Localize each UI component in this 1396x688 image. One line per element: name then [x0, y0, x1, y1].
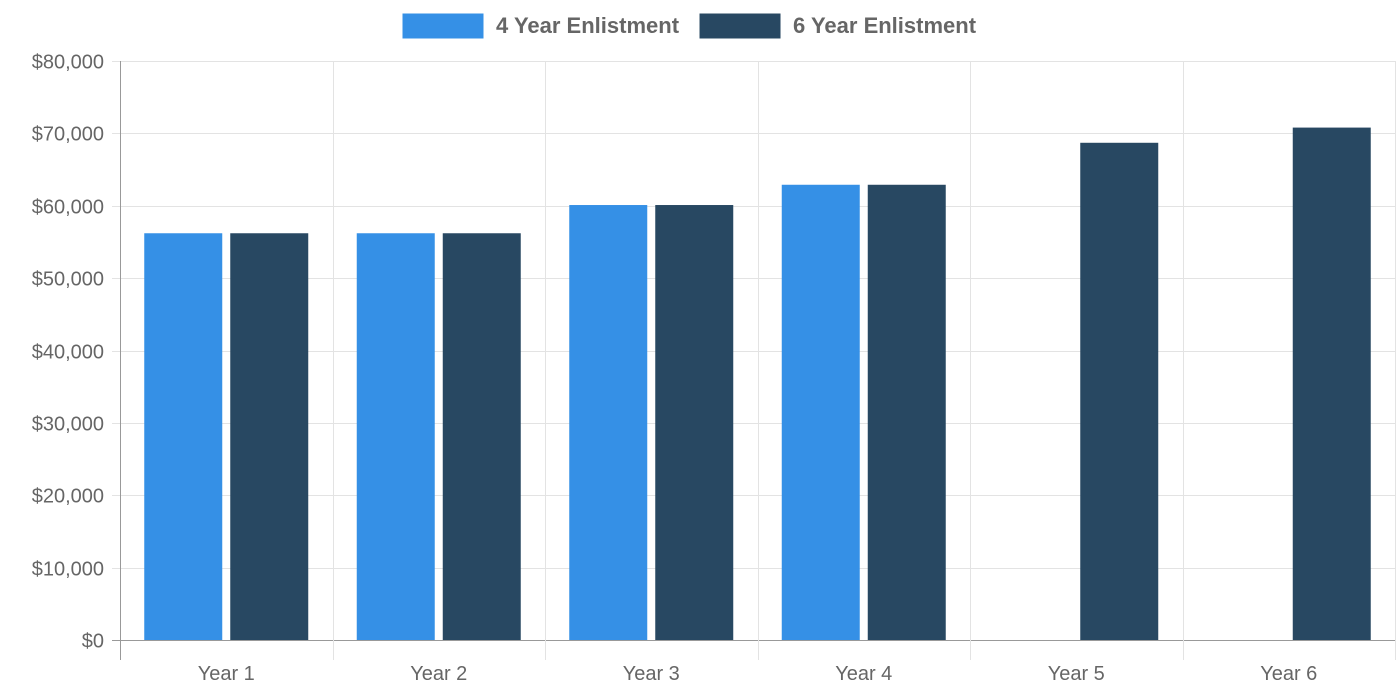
x-tick-label: Year 2: [410, 663, 467, 683]
bar-4-year-1[interactable]: [144, 233, 223, 640]
legend: 4 Year Enlistment 6 Year Enlistment: [401, 12, 977, 40]
x-tick-label: Year 5: [1048, 663, 1105, 683]
legend-label-6-year[interactable]: 6 Year Enlistment: [793, 13, 977, 38]
x-tick-label: Year 6: [1260, 663, 1317, 683]
y-tick-label: $60,000: [32, 197, 104, 219]
legend-swatch-4-year[interactable]: [401, 12, 485, 40]
bar-6-year-3[interactable]: [655, 205, 734, 640]
bar-6-year-2[interactable]: [442, 233, 521, 640]
bars: [144, 127, 1371, 641]
x-tick-label: Year 4: [835, 663, 892, 683]
y-tick-label: $80,000: [32, 52, 104, 74]
bar-6-year-1[interactable]: [230, 233, 309, 640]
bar-4-year-4[interactable]: [781, 184, 860, 641]
legend-swatch-6-year[interactable]: [698, 12, 782, 40]
y-tick-label: $10,000: [32, 559, 104, 581]
bar-4-year-2[interactable]: [356, 233, 435, 640]
legend-label-4-year[interactable]: 4 Year Enlistment: [496, 13, 680, 38]
y-tick-label: $50,000: [32, 269, 104, 291]
y-tick-label: $40,000: [32, 342, 104, 364]
x-tick-label: Year 3: [623, 663, 680, 683]
bar-6-year-5[interactable]: [1080, 142, 1159, 640]
bar-4-year-3[interactable]: [569, 205, 648, 640]
y-tick-label: $0: [82, 631, 104, 653]
x-tick-label: Year 1: [198, 663, 255, 683]
y-tick-label: $70,000: [32, 124, 104, 146]
bar-6-year-6[interactable]: [1292, 127, 1371, 640]
y-tick-label: $30,000: [32, 414, 104, 436]
y-tick-label: $20,000: [32, 486, 104, 508]
grid-lines: [112, 61, 1396, 660]
axes: $0 $10,000 $20,000 $30,000 $40,000 $50,000 $60…: [32, 52, 1318, 686]
bar-6-year-4[interactable]: [867, 184, 946, 641]
